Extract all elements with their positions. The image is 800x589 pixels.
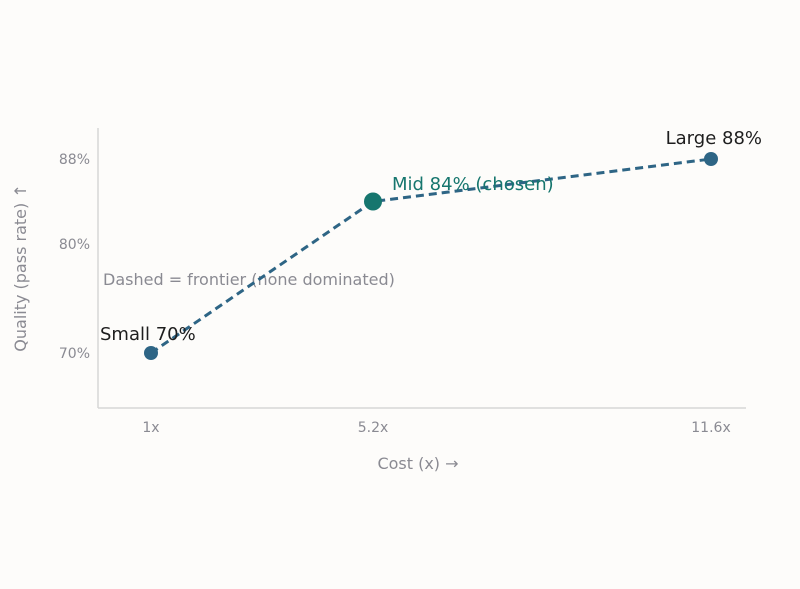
point-mid-chosen	[364, 192, 382, 211]
point-label-small: Small 70%	[100, 324, 196, 345]
frontier-note: Dashed = frontier (none dominated)	[103, 270, 395, 289]
point-label-mid: Mid 84% (chosen)	[392, 174, 554, 195]
x-tick-label-11-6x: 11.6x	[691, 420, 730, 436]
point-label-large: Large 88%	[666, 128, 762, 149]
x-axis-title: Cost (x) →	[377, 454, 458, 473]
x-tick-label-1x: 1x	[142, 420, 159, 436]
y-tick-label-88: 88%	[59, 152, 90, 168]
y-tick-label-80: 80%	[59, 237, 90, 253]
y-tick-label-70: 70%	[59, 346, 90, 362]
x-tick-label-5-2x: 5.2x	[358, 420, 389, 436]
frontier-line	[150, 157, 712, 355]
point-large	[704, 152, 718, 166]
y-axis-title: Quality (pass rate) ↑	[11, 184, 30, 351]
point-small	[144, 346, 158, 360]
